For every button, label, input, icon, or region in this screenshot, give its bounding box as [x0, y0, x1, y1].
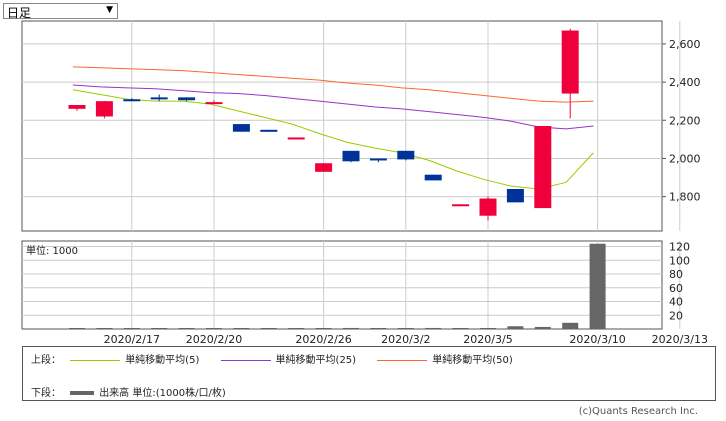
price-tick-label: 2,200 [669, 114, 701, 127]
candle-body [95, 101, 113, 117]
volume-bar [206, 328, 222, 329]
ma-line-1 [72, 84, 594, 130]
volume-panel-frame [21, 240, 663, 330]
date-tick-label: 2020/3/5 [463, 333, 512, 346]
ma25-swatch [220, 359, 271, 361]
legend-ma25-label: 単純移動平均(25) [275, 355, 357, 366]
legend-lower-row: 下段： 出来高 単位:(1000株/口/枚) [31, 384, 238, 399]
period-select-value: 日足 [7, 6, 32, 20]
price-tick-label: 2,600 [669, 38, 701, 51]
candle-body [150, 97, 168, 100]
legend-item-ma5: 単純移動平均(5) [64, 351, 199, 366]
date-tick-label: 2020/3/2 [381, 333, 430, 346]
volume-bar [288, 328, 305, 329]
legend-item-volume: 出来高 単位:(1000株/口/枚) [64, 384, 226, 399]
candle-body [424, 174, 442, 181]
volume-tick-label: 100 [669, 254, 690, 267]
candle-body [534, 126, 552, 209]
legend-lower-label: 下段： [31, 388, 61, 399]
volume-bar [260, 328, 277, 329]
legend-volume-label: 出来高 単位:(1000株/口/枚) [99, 388, 226, 399]
candle-body [123, 99, 141, 102]
candle-body [369, 158, 387, 161]
volume-tick-label: 120 [669, 241, 690, 254]
candle-body [68, 105, 86, 109]
volume-bar [534, 326, 551, 329]
volume-bar [397, 328, 414, 329]
volume-unit-label: 単位: 1000 [26, 244, 78, 257]
period-select[interactable]: 日足 ▼ [3, 3, 118, 20]
stock-chart: 1,800 2,000 2,200 2,400 2,600 20406080100120… [21, 20, 708, 346]
volume-bar [507, 326, 524, 329]
copyright: (c)Quants Research Inc. [578, 406, 698, 417]
volume-bar [343, 327, 359, 329]
volume-bar [370, 328, 387, 329]
candle-body [479, 198, 497, 216]
candle-body [561, 30, 579, 94]
candle-body [232, 124, 250, 132]
candle-body [205, 102, 223, 105]
candle-body [178, 97, 196, 101]
volume-bar [562, 322, 579, 329]
candle-body [287, 137, 305, 140]
date-tick-label: 2020/3/13 [652, 333, 708, 346]
legend-ma50-label: 単純移動平均(50) [432, 355, 513, 366]
price-tick-label: 1,800 [669, 191, 701, 204]
price-grid [22, 21, 681, 329]
volume-swatch [70, 391, 95, 395]
volume-bar [452, 328, 469, 329]
volume-bar [151, 328, 168, 329]
legend-upper-label: 上段： [31, 355, 61, 366]
legend-item-ma25: 単純移動平均(25) [215, 351, 357, 366]
ma50-swatch [377, 359, 428, 361]
volume-bar [69, 328, 85, 329]
volume-bar [589, 243, 606, 329]
date-tick-label: 2020/2/17 [104, 333, 160, 346]
volume-tick-label: 20 [669, 309, 683, 322]
volume-bar [480, 328, 496, 329]
candles [68, 28, 579, 221]
date-axis-labels: 2020/2/17 2020/2/20 2020/2/26 2020/3/2 2020/… [104, 333, 708, 346]
legend-upper-row: 上段： 単純移動平均(5) 単純移動平均(25) 単純移動平均(50) [31, 351, 525, 366]
price-axis-labels: 1,800 2,000 2,200 2,400 2,600 [669, 38, 701, 204]
volume-bar [425, 327, 442, 329]
chevron-down-icon: ▼ [106, 5, 113, 15]
date-tick-label: 2020/2/26 [295, 333, 351, 346]
volume-bar [233, 328, 250, 329]
price-panel-frame [21, 20, 663, 232]
volume-tick-label: 80 [669, 268, 683, 281]
date-tick-label: 2020/2/20 [186, 333, 242, 346]
candle-body [315, 163, 333, 172]
price-tick-label: 2,000 [669, 152, 701, 165]
candle-body [452, 204, 470, 207]
legend-item-ma50: 単純移動平均(50) [371, 351, 513, 366]
volume-tick-label: 60 [669, 282, 683, 295]
volume-grid [22, 246, 662, 316]
candle-body [506, 189, 524, 203]
volume-bar [315, 328, 332, 329]
volume-bar [178, 328, 195, 329]
legend-ma5-label: 単純移動平均(5) [125, 355, 200, 366]
candle-body [397, 150, 415, 160]
ma5-swatch [70, 359, 121, 361]
price-tick-label: 2,400 [669, 76, 701, 89]
legend: 上段： 単純移動平均(5) 単純移動平均(25) 単純移動平均(50) 下段： … [22, 346, 716, 401]
ma-line-2 [72, 66, 594, 103]
volume-tick-label: 40 [669, 296, 683, 309]
date-tick-label: 2020/3/10 [569, 333, 625, 346]
volume-bars [69, 243, 606, 329]
volume-bar [96, 328, 113, 329]
candle-body [342, 150, 360, 162]
volume-bar [123, 328, 140, 329]
candle-body [260, 129, 278, 132]
